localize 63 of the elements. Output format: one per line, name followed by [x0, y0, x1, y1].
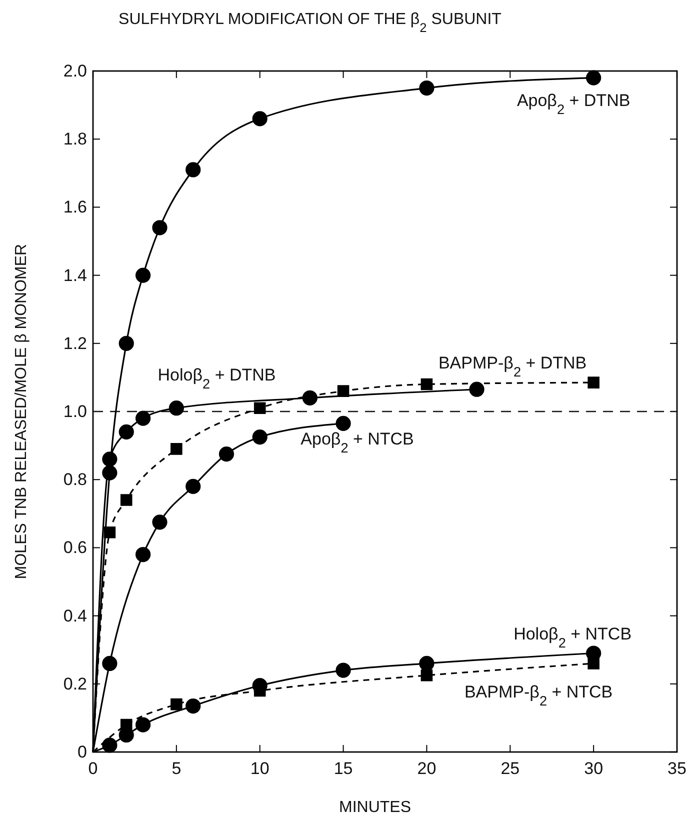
- point: [186, 162, 201, 178]
- point: [336, 416, 351, 431]
- x-tick-label: 10: [250, 759, 270, 778]
- point: [337, 385, 350, 397]
- series-label: BAPMP-β$_{2}$ + DTNB: [438, 354, 587, 380]
- point: [419, 656, 434, 672]
- point: [135, 717, 151, 732]
- point: [168, 400, 184, 416]
- point: [588, 658, 600, 670]
- y-axis-title: MOLES TNB RELEASED/MOLE β MONOMER: [13, 244, 30, 580]
- point: [135, 546, 151, 562]
- y-tick-label: 1.8: [63, 130, 87, 149]
- point: [586, 70, 602, 86]
- point: [102, 656, 118, 672]
- series-label: Holoβ$_{2}$ + DTNB: [158, 365, 276, 391]
- x-tick-label: 25: [500, 759, 520, 778]
- legend-label: Apoβ$_{2}$ + DTNB: [516, 90, 630, 116]
- x-tick-label: 35: [668, 759, 686, 778]
- y-tick-label: 0.8: [63, 470, 87, 490]
- point: [252, 429, 268, 445]
- point: [252, 111, 268, 126]
- point: [588, 376, 600, 388]
- y-tick-label: 0.6: [63, 538, 87, 558]
- point: [186, 478, 201, 494]
- y-tick-label: 1.6: [63, 198, 87, 217]
- x-tick-label: 5: [172, 759, 182, 778]
- point: [104, 526, 116, 538]
- y-tick-label: 0.4: [63, 606, 87, 626]
- point: [469, 382, 484, 397]
- y-tick-label: 1.4: [63, 266, 87, 285]
- x-tick-label: 15: [334, 759, 353, 778]
- y-tick-label: 1.2: [63, 334, 87, 353]
- y-tick-label: 0: [78, 742, 87, 762]
- point: [118, 336, 134, 351]
- point: [420, 378, 433, 390]
- point: [120, 494, 132, 506]
- point: [102, 738, 118, 753]
- point: [135, 410, 151, 426]
- x-tick-label: 20: [417, 759, 436, 778]
- point: [102, 452, 118, 467]
- point: [186, 698, 201, 714]
- series-label: BAPMP-β$_{2}$ + NTCB: [464, 682, 613, 708]
- chart-title: SULFHYDRYL MODIFICATION OF THE β$_{2}$ SUBUNIT: [118, 11, 502, 34]
- point: [336, 662, 351, 678]
- point: [118, 424, 134, 440]
- point: [170, 443, 182, 455]
- point: [120, 718, 132, 731]
- point: [254, 402, 266, 414]
- point: [419, 80, 434, 96]
- point: [135, 268, 151, 283]
- point: [302, 390, 318, 406]
- y-tick-label: 1.0: [63, 402, 87, 421]
- y-tick-label: 0.2: [63, 674, 87, 694]
- point: [420, 669, 433, 682]
- point: [170, 698, 182, 710]
- point: [152, 514, 168, 530]
- point: [152, 220, 168, 236]
- point: [218, 446, 234, 462]
- series-label: Holoβ$_{2}$ + NTCB: [514, 624, 632, 650]
- series-label: Apoβ$_{2}$ + NTCB: [300, 429, 414, 455]
- x-tick-label: 30: [584, 759, 604, 778]
- y-tick-label: 2.0: [63, 61, 87, 80]
- x-axis-title: MINUTES: [339, 799, 411, 816]
